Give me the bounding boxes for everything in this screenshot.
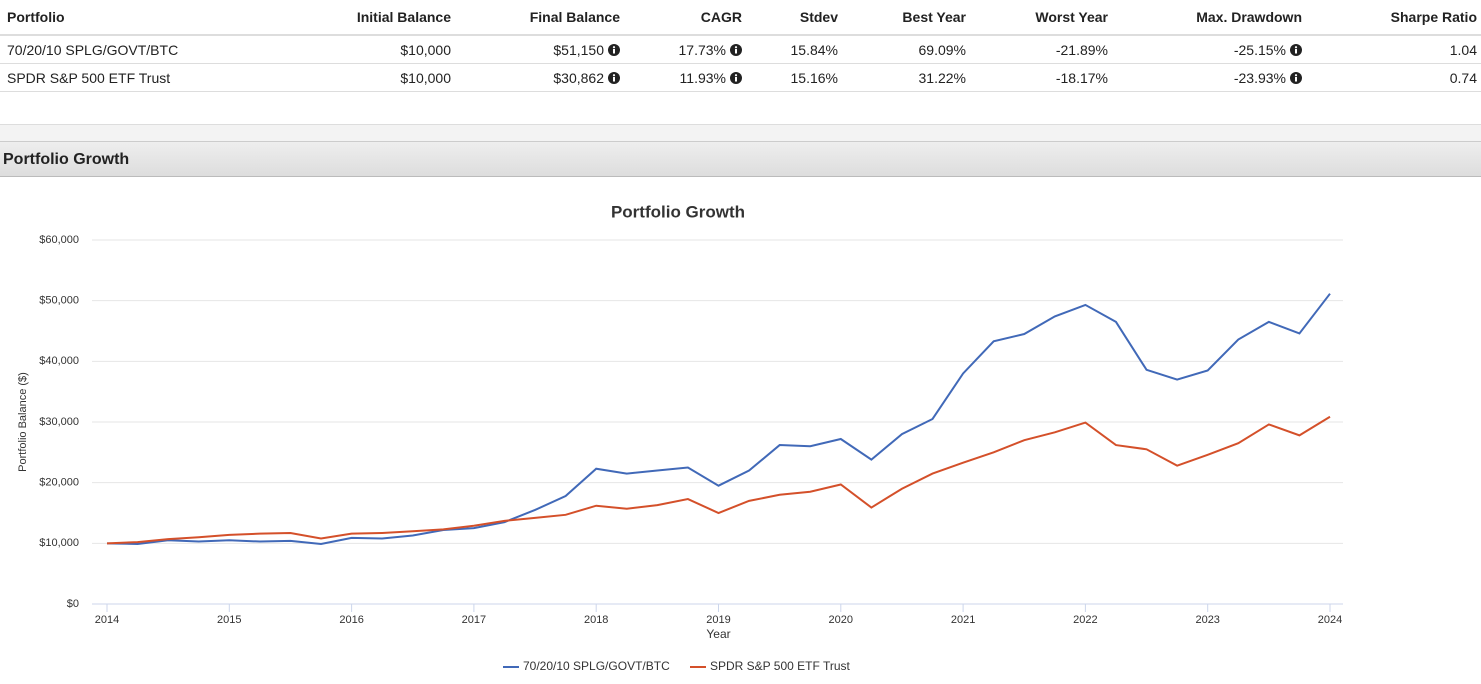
x-tick-label: 2017 [462,614,486,626]
cell-text: -18.17% [1055,69,1108,86]
legend-label[interactable]: SPDR S&P 500 ETF Trust [710,659,850,673]
table-row: 70/20/10 SPLG/GOVT/BTC $10,000 $51,150 17.7… [0,35,1481,64]
table-row: SPDR S&P 500 ETF Trust $10,000 $30,862 11.9… [0,63,1481,92]
table-cell: 70/20/10 SPLG/GOVT/BTC [0,35,300,64]
x-axis-label: Year [706,627,730,641]
series-line [106,293,1331,545]
cell-text: -25.15% [1233,41,1286,58]
x-tick-label: 2020 [829,614,853,626]
info-icon[interactable] [730,44,742,56]
x-tick-label: 2019 [706,614,730,626]
table-cell: 31.22% [842,63,970,92]
table-cell: 15.84% [746,35,842,64]
cell-text: SPDR S&P 500 ETF Trust [7,69,171,86]
y-tick-label: $30,000 [39,416,79,428]
cell-text: $10,000 [400,41,451,58]
column-header: Initial Balance [300,0,455,36]
cell-text: -21.89% [1055,41,1108,58]
header-row: Portfolio Initial Balance Final Balance CAG… [0,0,1481,36]
cell-text: 15.16% [790,69,838,86]
column-header: Worst Year [970,0,1112,36]
table-cell: 69.09% [842,35,970,64]
column-header: CAGR [624,0,746,36]
table-body: 70/20/10 SPLG/GOVT/BTC $10,000 $51,150 17.7… [0,35,1481,92]
cell-text: 11.93% [679,69,726,86]
y-tick-label: $20,000 [39,477,79,489]
table-cell: SPDR S&P 500 ETF Trust [0,63,300,92]
table-cell: -21.89% [970,35,1112,64]
info-icon[interactable] [608,44,620,56]
results-table: Portfolio Initial Balance Final Balance CAG… [0,0,1481,92]
x-tick-label: 2018 [584,614,608,626]
table-cell: 11.93% [624,63,746,92]
table-cell: 0.74 [1306,63,1481,92]
cell-text: -23.93% [1233,69,1286,86]
spacer-band [0,124,1481,141]
cell-text: 69.09% [918,41,966,58]
x-tick-label: 2015 [217,614,241,626]
table-cell: -18.17% [970,63,1112,92]
info-icon[interactable] [730,72,742,84]
cell-text: 17.73% [678,41,726,58]
column-header: Best Year [842,0,970,36]
table-cell: $51,150 [455,35,624,64]
cell-text: $10,000 [400,69,451,86]
column-header: Sharpe Ratio [1306,0,1481,36]
x-tick-label: 2023 [1195,614,1219,626]
y-axis-label: Portfolio Balance ($) [17,372,29,472]
table-cell: 15.16% [746,63,842,92]
column-header: Portfolio [0,0,300,36]
y-tick-label: $60,000 [39,234,79,246]
series-line [106,415,1331,545]
section-header: Portfolio Growth [0,141,1481,177]
table-cell: 17.73% [624,35,746,64]
x-tick-label: 2016 [339,614,363,626]
table-cell: 1.04 [1306,35,1481,64]
cell-text: 1.04 [1449,41,1477,58]
x-tick-label: 2021 [951,614,975,626]
chart: Portfolio Growth $0 $10,000 $20,000 $30,000… [17,202,1343,673]
column-header: Stdev [746,0,842,36]
cell-text: 70/20/10 SPLG/GOVT/BTC [7,41,179,58]
legend-label[interactable]: 70/20/10 SPLG/GOVT/BTC [523,659,670,673]
x-tick-label: 2014 [95,614,119,626]
table-cell: $10,000 [300,63,455,92]
table-cell: -25.15% [1112,35,1306,64]
x-tick-label: 2022 [1073,614,1097,626]
x-tick-label: 2024 [1318,614,1342,626]
table-cell: -23.93% [1112,63,1306,92]
cell-text: $30,862 [553,69,604,86]
table-cell: $30,862 [455,63,624,92]
column-header: Final Balance [455,0,624,36]
y-tick-label: $0 [67,598,79,610]
cell-text: 31.22% [918,69,966,86]
y-tick-label: $40,000 [39,355,79,367]
table-cell: $10,000 [300,35,455,64]
cell-text: 0.74 [1449,69,1477,86]
cell-text: 15.84% [790,41,838,58]
cell-text: $51,150 [553,41,604,58]
y-tick-label: $50,000 [39,295,79,307]
chart-title: Portfolio Growth [611,202,745,221]
info-icon[interactable] [608,72,620,84]
y-tick-label: $10,000 [39,537,79,549]
column-header: Max. Drawdown [1112,0,1306,36]
info-icon[interactable] [1290,72,1302,84]
info-icon[interactable] [1290,44,1302,56]
